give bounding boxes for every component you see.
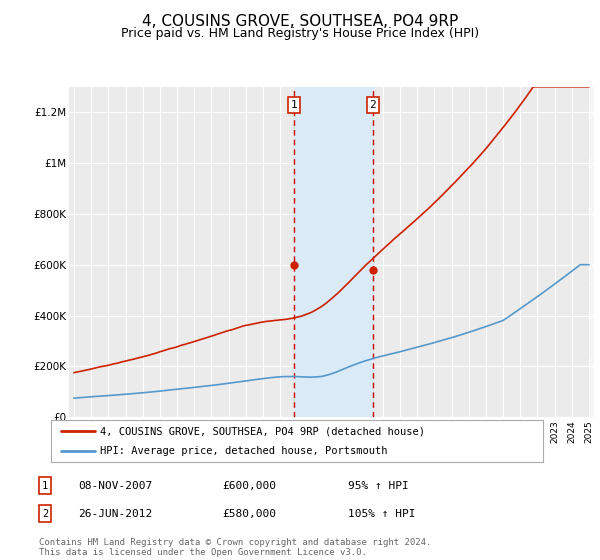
Text: 105% ↑ HPI: 105% ↑ HPI [348,508,415,519]
Text: HPI: Average price, detached house, Portsmouth: HPI: Average price, detached house, Port… [100,446,388,456]
Bar [295,87,373,417]
Text: 2: 2 [42,508,48,519]
Text: 4, COUSINS GROVE, SOUTHSEA, PO4 9RP (detached house): 4, COUSINS GROVE, SOUTHSEA, PO4 9RP (det… [100,426,425,436]
Text: 08-NOV-2007: 08-NOV-2007 [78,480,152,491]
Text: Contains HM Land Registry data © Crown copyright and database right 2024.
This d: Contains HM Land Registry data © Crown c… [39,538,431,557]
Text: £580,000: £580,000 [222,508,276,519]
Text: 2: 2 [370,100,376,110]
Text: £600,000: £600,000 [222,480,276,491]
Text: 95% ↑ HPI: 95% ↑ HPI [348,480,409,491]
Text: 1: 1 [42,480,48,491]
Text: 4, COUSINS GROVE, SOUTHSEA, PO4 9RP: 4, COUSINS GROVE, SOUTHSEA, PO4 9RP [142,14,458,29]
Text: 1: 1 [291,100,298,110]
Text: Price paid vs. HM Land Registry's House Price Index (HPI): Price paid vs. HM Land Registry's House … [121,27,479,40]
Text: 26-JUN-2012: 26-JUN-2012 [78,508,152,519]
